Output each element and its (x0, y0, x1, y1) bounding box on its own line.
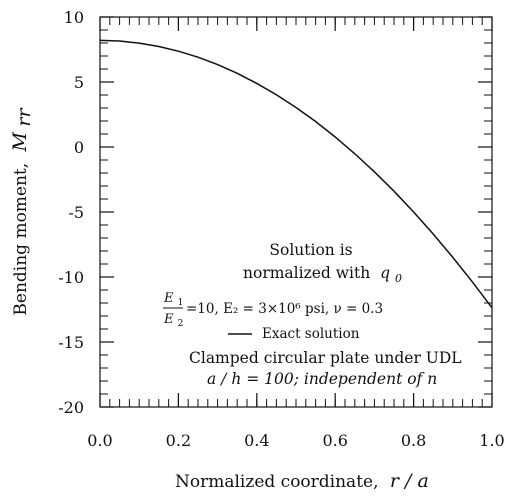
series-line-exact-solution (99, 39, 493, 309)
annotation-line2-var: q (380, 264, 390, 282)
fraction-denominator-var: E (163, 312, 174, 327)
fraction-numerator: E 1 (163, 291, 183, 308)
x-axis-label: Normalized coordinate, r / a (175, 470, 429, 492)
x-tick-label: 0.6 (322, 431, 347, 450)
y-axis-label: Bending moment, M rr (9, 106, 35, 315)
y-tick-label: 10 (64, 8, 84, 27)
annotation-line1: Solution is (269, 241, 352, 259)
fraction-denominator-sub: 2 (178, 319, 184, 329)
x-tick-label: 0.0 (87, 431, 112, 450)
x-tick-label: 1.0 (479, 431, 504, 450)
y-axis-label-sub: rr (13, 106, 35, 126)
y-tick-label: 5 (74, 73, 84, 92)
x-tick-label: 0.4 (244, 431, 269, 450)
annotation-line2-text: normalized with (243, 264, 370, 282)
x-tick-label: 0.8 (401, 431, 426, 450)
y-tick-label: -10 (58, 268, 84, 287)
y-tick-label: -5 (68, 203, 84, 222)
y-tick-label: -20 (58, 398, 84, 417)
y-tick-labels: 10 5 0 -5 -10 -15 -20 (58, 8, 84, 417)
major-ticks (99, 16, 493, 408)
x-axis-label-text: Normalized coordinate, (175, 472, 379, 492)
y-tick-label: -15 (58, 333, 84, 352)
legend-label: Exact solution (262, 326, 360, 342)
annotation-case-line1: Clamped circular plate under UDL (189, 349, 462, 367)
annotation-case-line2: a / h = 100; independent of n (207, 370, 437, 388)
x-tick-labels: 0.0 0.2 0.4 0.6 0.8 1.0 (87, 431, 504, 450)
y-tick-label: 0 (74, 138, 84, 157)
annotation-params: =10, E₂ = 3×10⁶ psi, ν = 0.3 (186, 301, 383, 317)
fraction-denominator: E 2 (163, 312, 183, 329)
y-axis-label-text: Bending moment, (11, 163, 31, 316)
fraction-numerator-var: E (163, 291, 174, 306)
annotation-line2-sub: 0 (395, 272, 402, 285)
fraction-numerator-sub: 1 (178, 298, 184, 308)
x-axis-label-var: r / a (390, 470, 429, 492)
annotation-line2: normalized with q 0 (243, 264, 402, 285)
x-tick-label: 0.2 (166, 431, 191, 450)
y-axis-label-var: M (9, 131, 31, 152)
